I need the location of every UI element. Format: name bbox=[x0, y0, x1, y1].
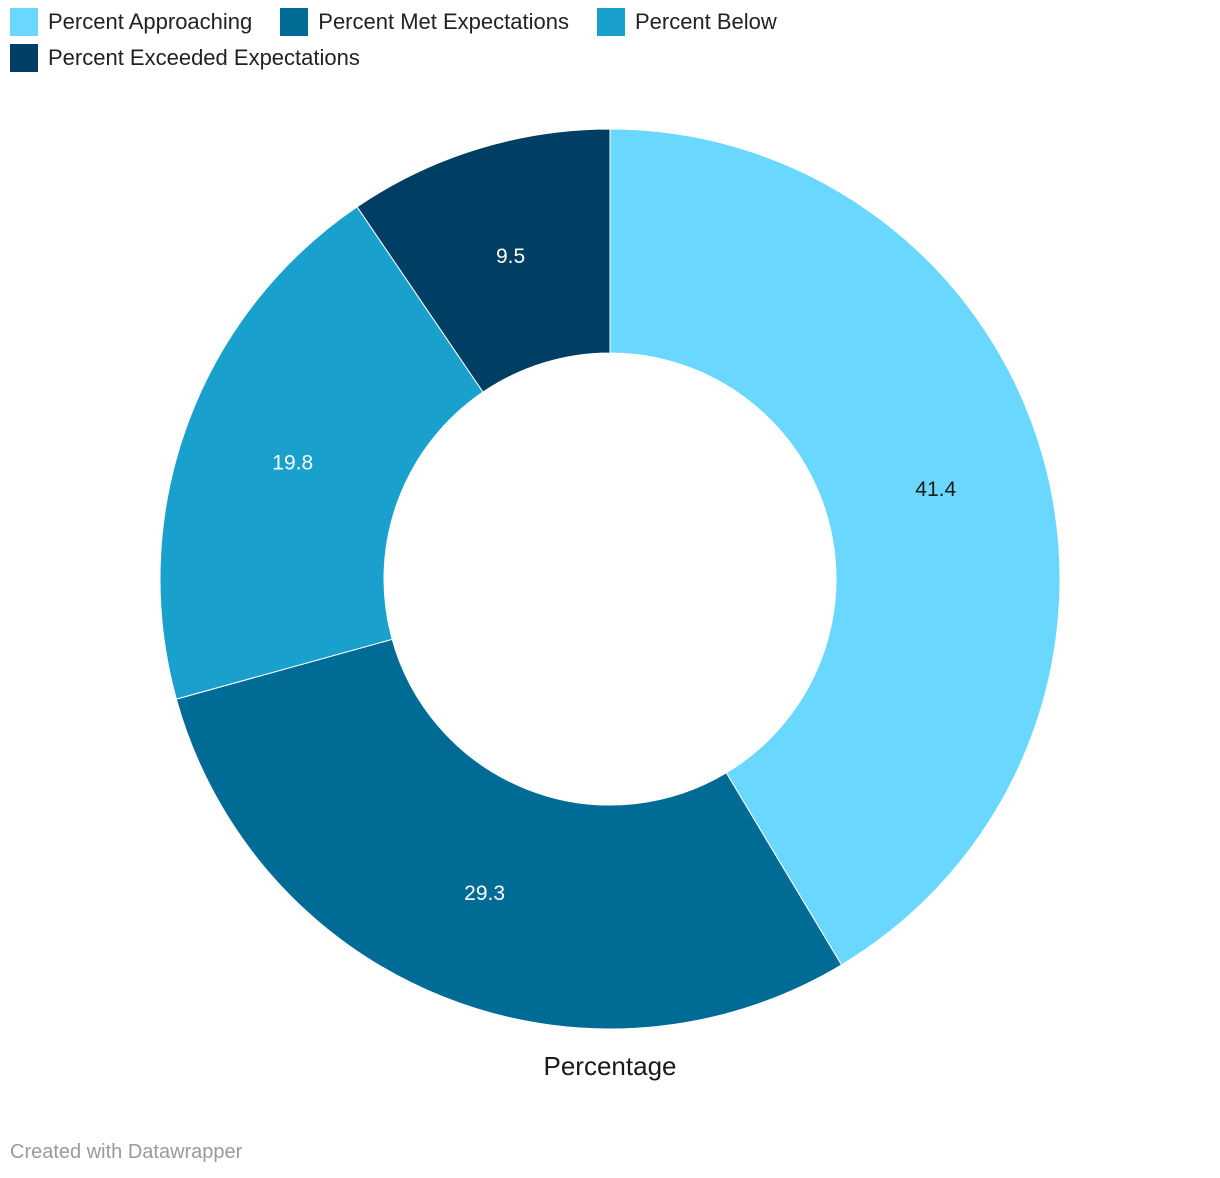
donut-slice-percent-exceeded-expectations bbox=[356, 128, 611, 393]
legend-label: Percent Below bbox=[634, 9, 777, 34]
legend-swatch bbox=[280, 8, 309, 36]
legend-label: Percent Approaching bbox=[48, 9, 253, 34]
chart-legend: Percent Approaching Percent Met Expectat… bbox=[10, 8, 1190, 72]
legend-swatch bbox=[596, 8, 625, 36]
donut-chart: 41.4 29.3 19.8 9.5 Percentage bbox=[159, 128, 1061, 1081]
donut-slice-percent-approaching bbox=[609, 128, 1061, 966]
slice-value-label: 41.4 bbox=[915, 478, 956, 501]
datawrapper-credit: Created with Datawrapper bbox=[10, 1141, 243, 1163]
legend-item-percent-met-expectations: Percent Met Expectations bbox=[280, 8, 569, 36]
slice-value-label: 9.5 bbox=[496, 245, 525, 268]
legend-swatch bbox=[10, 44, 38, 72]
donut-slices bbox=[159, 128, 1061, 1030]
slice-value-label: 19.8 bbox=[272, 452, 313, 475]
legend-item-percent-below: Percent Below bbox=[596, 8, 777, 36]
legend-item-percent-approaching: Percent Approaching bbox=[10, 8, 252, 36]
legend-label: Percent Met Expectations bbox=[318, 9, 569, 34]
donut-slice-labels: 41.4 29.3 19.8 9.5 bbox=[272, 245, 956, 905]
series-label: Percentage bbox=[544, 1051, 677, 1081]
legend-label: Percent Exceeded Expectations bbox=[48, 45, 360, 70]
donut-slice-percent-met-expectations bbox=[175, 638, 843, 1030]
legend-swatch bbox=[10, 8, 38, 36]
legend-item-percent-exceeded-expectations: Percent Exceeded Expectations bbox=[10, 44, 360, 72]
slice-value-label: 29.3 bbox=[464, 882, 505, 905]
donut-slice-percent-below bbox=[159, 206, 484, 700]
